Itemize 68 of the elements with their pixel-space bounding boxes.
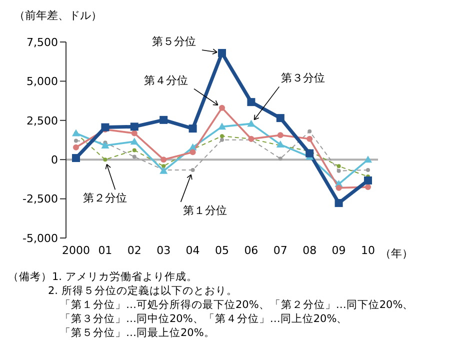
point — [131, 130, 138, 136]
x-tick-label: 2000 — [62, 244, 90, 257]
point — [101, 123, 110, 132]
point — [278, 156, 282, 161]
text: 第３分位 — [281, 72, 326, 85]
point — [160, 116, 168, 124]
point — [190, 149, 196, 156]
point — [103, 158, 108, 162]
x-tick-label: 04 — [186, 244, 200, 257]
text: 「第５分位」…同最上位20%。 — [59, 326, 216, 340]
point — [101, 141, 110, 148]
text: 第１分位 — [182, 204, 227, 217]
text: （備考）1. アメリカ労働省より作成。 — [8, 270, 198, 284]
point — [218, 122, 226, 130]
point — [247, 98, 256, 106]
x-tick-label: 06 — [244, 244, 258, 257]
text: 「第１分位」…可処分所得の最下位20%、「第２分位」…同下位20%、 — [59, 298, 415, 312]
point — [220, 138, 224, 142]
point — [130, 122, 138, 131]
point — [365, 184, 371, 190]
x-tick-label: 10 — [361, 244, 375, 257]
y-tick-label: 2,500 — [26, 114, 58, 128]
point — [336, 184, 342, 191]
point — [132, 154, 136, 159]
point — [276, 140, 284, 148]
y-tick-label: -2,500 — [22, 192, 58, 206]
x-tick-label: 07 — [273, 244, 288, 257]
point — [130, 138, 138, 145]
text: 「第３分位」…同中位20%、「第４分位」…同上位20%、 — [59, 312, 349, 326]
point — [190, 168, 195, 172]
y-tick-label: 0 — [51, 154, 58, 167]
point — [218, 48, 226, 57]
point — [276, 114, 284, 122]
point — [366, 168, 370, 172]
point — [247, 120, 256, 127]
point — [306, 149, 314, 158]
x-tick-label: 05 — [215, 244, 229, 257]
point — [336, 164, 341, 168]
y-axis-title: （前年差、ドル） — [13, 8, 103, 24]
y-tick-label: 7,500 — [26, 36, 58, 49]
point — [74, 138, 78, 143]
x-tick-label: 08 — [302, 244, 317, 257]
point — [132, 148, 136, 152]
point — [277, 132, 284, 138]
text: 第２分位 — [83, 192, 128, 205]
x-tick-label: 09 — [332, 244, 346, 257]
x-tick-label: 01 — [98, 244, 112, 257]
point — [306, 136, 313, 142]
x-tick-label: 03 — [156, 244, 171, 257]
point — [220, 134, 224, 138]
point — [364, 156, 372, 163]
y-tick-label: 5,000 — [26, 75, 58, 88]
x-axis-title: （年） — [380, 246, 413, 261]
point — [73, 144, 79, 150]
x-tick-label: 02 — [127, 244, 142, 257]
point — [162, 164, 166, 168]
text: 2. 所得５分位の定義は以下のとおり。 — [47, 284, 238, 298]
y-tick-label: -5,000 — [22, 232, 58, 245]
point — [72, 154, 80, 162]
point — [336, 168, 341, 173]
point — [334, 199, 343, 208]
point — [188, 124, 197, 133]
text: 第５分位 — [152, 34, 196, 48]
point — [160, 156, 167, 163]
point — [364, 176, 372, 184]
text: 第４分位 — [144, 74, 188, 87]
point — [219, 104, 225, 111]
point — [308, 129, 312, 134]
